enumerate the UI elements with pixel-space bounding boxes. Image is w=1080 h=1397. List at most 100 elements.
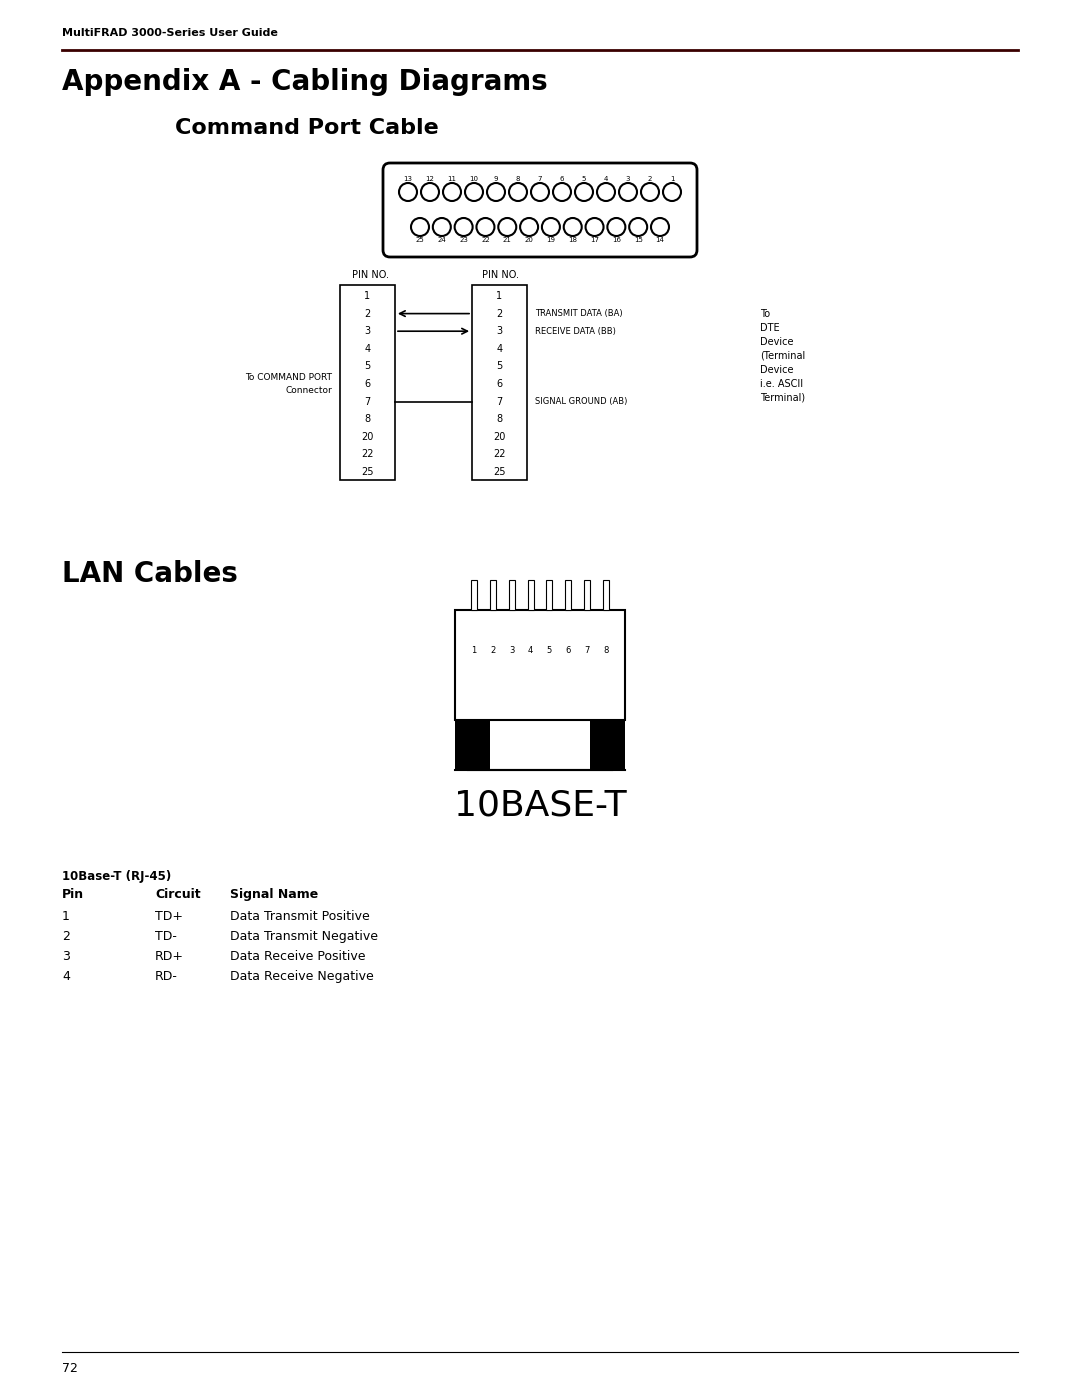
Text: Data Receive Negative: Data Receive Negative	[230, 970, 374, 983]
Text: 3: 3	[497, 327, 502, 337]
Text: 5: 5	[582, 176, 586, 182]
Text: 2: 2	[490, 645, 496, 655]
Text: 4: 4	[497, 344, 502, 353]
Circle shape	[607, 218, 625, 236]
Text: 6: 6	[364, 379, 370, 388]
Circle shape	[553, 183, 571, 201]
Bar	[489, 580, 496, 610]
Text: 25: 25	[361, 467, 374, 476]
Text: 16: 16	[612, 237, 621, 243]
Text: 24: 24	[437, 237, 446, 243]
Text: To
DTE
Device
(Terminal
Device
i.e. ASCII
Terminal): To DTE Device (Terminal Device i.e. ASCI…	[760, 309, 806, 402]
Circle shape	[521, 218, 538, 236]
Bar	[603, 580, 609, 610]
FancyBboxPatch shape	[383, 163, 697, 257]
Text: 15: 15	[634, 237, 643, 243]
Text: 5: 5	[364, 362, 370, 372]
Text: 4: 4	[604, 176, 608, 182]
Bar	[590, 719, 612, 747]
Text: 4: 4	[62, 970, 70, 983]
Circle shape	[443, 183, 461, 201]
Text: Circuit: Circuit	[156, 888, 201, 901]
Text: RD-: RD-	[156, 970, 178, 983]
Circle shape	[455, 218, 473, 236]
Text: 11: 11	[447, 176, 457, 182]
Text: 13: 13	[404, 176, 413, 182]
Bar	[340, 285, 395, 481]
Text: TRANSMIT DATA (BA): TRANSMIT DATA (BA)	[535, 309, 623, 319]
Bar	[546, 580, 553, 610]
Text: 3: 3	[62, 950, 70, 963]
Circle shape	[575, 183, 593, 201]
Text: 1: 1	[471, 645, 476, 655]
Text: 10Base-T (RJ-45): 10Base-T (RJ-45)	[62, 870, 172, 883]
Circle shape	[433, 218, 450, 236]
Circle shape	[542, 218, 559, 236]
Text: 20: 20	[525, 237, 534, 243]
Text: 3: 3	[625, 176, 631, 182]
Text: 20: 20	[362, 432, 374, 441]
Bar	[527, 580, 534, 610]
Text: 5: 5	[497, 362, 502, 372]
Bar	[468, 719, 490, 747]
Bar	[455, 610, 625, 719]
Text: 23: 23	[459, 237, 468, 243]
Bar	[471, 580, 477, 610]
Text: 7: 7	[364, 397, 370, 407]
Text: 6: 6	[497, 379, 502, 388]
Circle shape	[399, 183, 417, 201]
Text: 1: 1	[62, 909, 70, 923]
Bar	[565, 580, 571, 610]
Circle shape	[421, 183, 438, 201]
Text: TD+: TD+	[156, 909, 183, 923]
Text: 8: 8	[497, 414, 502, 425]
Text: To COMMAND PORT
Connector: To COMMAND PORT Connector	[245, 373, 332, 395]
Text: 8: 8	[364, 414, 370, 425]
Text: MultiFRAD 3000-Series User Guide: MultiFRAD 3000-Series User Guide	[62, 28, 278, 38]
Circle shape	[630, 218, 647, 236]
Text: Data Receive Positive: Data Receive Positive	[230, 950, 365, 963]
Text: 7: 7	[538, 176, 542, 182]
Circle shape	[619, 183, 637, 201]
Circle shape	[509, 183, 527, 201]
Text: 14: 14	[656, 237, 664, 243]
Circle shape	[642, 183, 659, 201]
Text: 17: 17	[590, 237, 599, 243]
Circle shape	[597, 183, 615, 201]
Text: 9: 9	[494, 176, 498, 182]
Text: 72: 72	[62, 1362, 78, 1375]
Text: Data Transmit Negative: Data Transmit Negative	[230, 930, 378, 943]
Text: Pin: Pin	[62, 888, 84, 901]
Circle shape	[476, 218, 495, 236]
Text: 1: 1	[364, 291, 370, 300]
Text: 10: 10	[470, 176, 478, 182]
Text: 12: 12	[426, 176, 434, 182]
Text: 6: 6	[566, 645, 571, 655]
Text: SIGNAL GROUND (AB): SIGNAL GROUND (AB)	[535, 397, 627, 407]
Circle shape	[663, 183, 681, 201]
Text: 2: 2	[62, 930, 70, 943]
Text: 4: 4	[528, 645, 534, 655]
Text: 21: 21	[503, 237, 512, 243]
Text: RD+: RD+	[156, 950, 184, 963]
Bar	[455, 719, 490, 770]
Circle shape	[465, 183, 483, 201]
Text: 8: 8	[604, 645, 609, 655]
Text: TD-: TD-	[156, 930, 177, 943]
Text: 1: 1	[497, 291, 502, 300]
Text: 7: 7	[497, 397, 502, 407]
Text: 3: 3	[364, 327, 370, 337]
Circle shape	[531, 183, 549, 201]
Bar	[472, 285, 527, 481]
Text: Data Transmit Positive: Data Transmit Positive	[230, 909, 369, 923]
Bar	[590, 719, 625, 770]
Bar	[509, 580, 515, 610]
Text: 2: 2	[648, 176, 652, 182]
Text: 20: 20	[494, 432, 505, 441]
Circle shape	[585, 218, 604, 236]
Text: 3: 3	[509, 645, 514, 655]
Text: 7: 7	[584, 645, 590, 655]
Text: 25: 25	[494, 467, 505, 476]
Text: 19: 19	[546, 237, 555, 243]
Text: 2: 2	[364, 309, 370, 319]
